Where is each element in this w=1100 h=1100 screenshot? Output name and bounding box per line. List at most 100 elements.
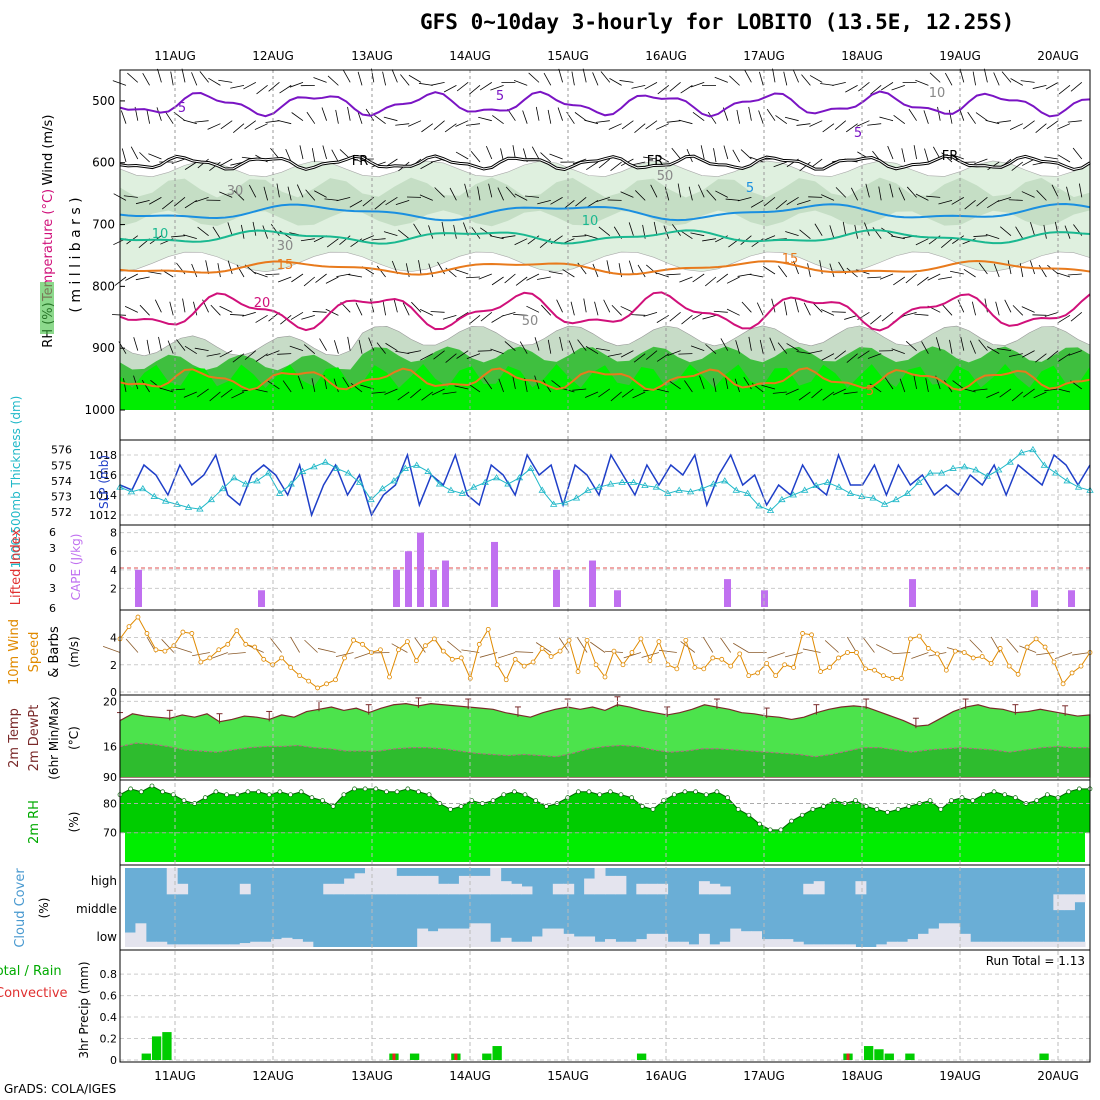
- date-label-bottom: 19AUG: [939, 1069, 981, 1083]
- wind-barb: [714, 76, 728, 83]
- wind-barb: [492, 115, 504, 125]
- wind-barb: [811, 388, 823, 399]
- wind-barb: [376, 342, 386, 354]
- wind-barb: [870, 85, 882, 95]
- wind-barb: [850, 187, 858, 201]
- rh2m-label: 2m RH: [27, 800, 42, 844]
- wind10-barb: [174, 646, 192, 653]
- wind-barb: [315, 273, 327, 283]
- cloud-cell-low: [605, 939, 616, 947]
- wind10-marker: [638, 636, 644, 642]
- wind-barb: [923, 110, 929, 124]
- wind-barb: [960, 336, 965, 351]
- wind-barb: [773, 161, 787, 168]
- wind10-marker: [1078, 663, 1084, 669]
- wind-barb: [898, 187, 906, 201]
- cloud-cell-low: [145, 941, 157, 947]
- wind-barb: [1047, 264, 1059, 275]
- cloud-cell-low: [239, 943, 251, 947]
- rh-tick: 70: [103, 827, 117, 840]
- wind-barb: [535, 106, 540, 121]
- cloud-cell-low: [886, 941, 898, 947]
- precip-bar: [141, 1053, 151, 1060]
- rh2m-marker: [735, 806, 741, 812]
- wind-barb: [822, 391, 835, 401]
- wind10-marker: [925, 646, 931, 651]
- wind10-marker: [369, 650, 374, 655]
- wind10-barb: [911, 652, 929, 659]
- wind-barb: [690, 232, 705, 237]
- wind-barb: [1009, 123, 1023, 130]
- wind-barb: [987, 200, 1000, 209]
- wind-barb: [680, 230, 693, 240]
- wind-barb: [296, 184, 304, 198]
- cape-bar: [417, 532, 424, 607]
- wind10-barb: [824, 640, 839, 653]
- wind10-marker: [692, 665, 698, 670]
- wind-barb: [139, 304, 150, 316]
- wind-barb: [194, 347, 209, 352]
- wind-barb: [574, 112, 587, 122]
- wind10-barb: [227, 652, 246, 655]
- cloud-cell-high: [594, 868, 606, 895]
- cloud-cell-low: [260, 941, 272, 947]
- wind-barb: [846, 353, 858, 363]
- wind-barb: [656, 314, 670, 323]
- wind-barb: [645, 350, 658, 360]
- wind-barb: [631, 314, 646, 316]
- thickness-marker: [207, 495, 216, 503]
- wind-barb: [321, 107, 327, 121]
- wind-barb: [230, 84, 245, 89]
- wind10-barb: [335, 652, 354, 657]
- rh2m-marker: [1045, 792, 1050, 798]
- wind-barb: [926, 195, 941, 198]
- slp-line: [119, 452, 1091, 518]
- wind-barb: [748, 336, 752, 351]
- wind-barb: [935, 337, 941, 351]
- wind-barb: [713, 310, 728, 313]
- wind-barb: [331, 149, 339, 163]
- wind-barb: [921, 341, 929, 354]
- wind10-marker: [1006, 663, 1012, 669]
- wind-barb: [702, 314, 717, 320]
- cloud-cell-high: [427, 875, 439, 895]
- rh2m-marker: [639, 804, 645, 809]
- wind10-marker: [854, 650, 859, 655]
- wind-tick: 2: [110, 659, 117, 672]
- thickness-marker: [253, 477, 261, 484]
- wind10-marker: [764, 660, 770, 666]
- wind-barb: [479, 227, 493, 237]
- rh2m-marker: [991, 789, 997, 795]
- wind-barb: [829, 225, 835, 239]
- wind-barb: [801, 74, 811, 86]
- wind-barb: [558, 68, 563, 83]
- rh2m-marker: [512, 789, 517, 795]
- thickness-marker: [470, 483, 478, 490]
- thickness-marker: [390, 477, 398, 484]
- cloud-cell-high: [333, 883, 345, 895]
- wind-barb: [464, 183, 469, 198]
- precip-bar: [409, 1053, 420, 1060]
- wind10-marker: [755, 670, 761, 676]
- rh-mid-band: [120, 177, 1090, 227]
- cloud-cell-low: [563, 933, 575, 947]
- thickness-marker: [241, 480, 250, 487]
- temp2m-unit: (°C): [67, 726, 81, 750]
- cloud-cell-high: [709, 883, 721, 895]
- wind-barb: [233, 123, 245, 133]
- wind-barb: [199, 71, 209, 83]
- rh2m-marker: [949, 798, 954, 803]
- rh2m-marker: [1002, 792, 1008, 798]
- date-label-bottom: 13AUG: [351, 1069, 393, 1083]
- wind-barb: [595, 120, 610, 123]
- wind-barb: [252, 221, 257, 236]
- cloud-cell-low: [698, 933, 710, 947]
- wind-barb: [610, 161, 622, 171]
- wind-barb: [1066, 186, 1071, 201]
- wind-barb: [924, 148, 929, 163]
- wind-barb: [456, 350, 469, 359]
- wind-barb: [444, 123, 457, 133]
- precip-bar: [884, 1053, 894, 1060]
- wind-barb: [279, 85, 292, 94]
- thickness-marker: [435, 480, 444, 487]
